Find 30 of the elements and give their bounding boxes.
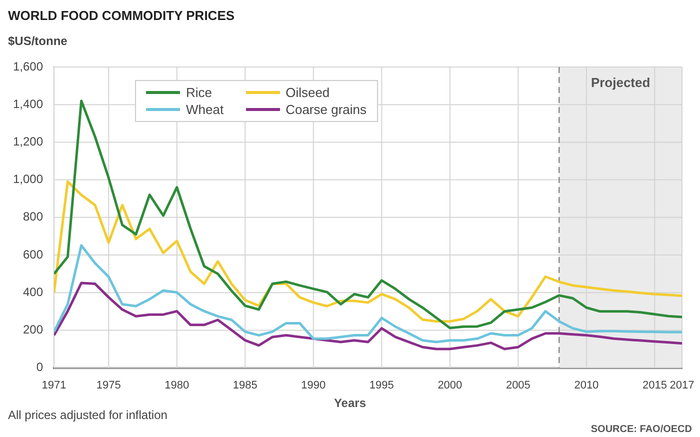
x-tick-label: 2015 (642, 379, 667, 392)
text: All prices adjusted for inflation (8, 408, 168, 422)
chart-title: WORLD FOOD COMMODITY PRICES (8, 8, 235, 23)
y-tick-label: 400 (23, 284, 44, 299)
y-tick-label: 600 (23, 247, 44, 262)
y-tick-label: 1,000 (13, 172, 44, 186)
x-tick-label: 1975 (96, 379, 121, 392)
x-tick-label: 1980 (164, 379, 190, 392)
x-tick-label: 2017 (670, 379, 694, 392)
y-axis-title: $US/tonne (8, 34, 68, 48)
x-tick-label: 1990 (301, 379, 326, 392)
y-tick-label: 200 (23, 322, 44, 337)
x-tick-label: 2005 (506, 379, 530, 392)
x-tick-label: 2010 (574, 379, 599, 392)
y-tick-label: 800 (23, 210, 44, 224)
legend-label: Oilseed (286, 85, 330, 100)
y-tick-label: 1,400 (13, 96, 44, 111)
source-note: SOURCE: FAO/OECD (590, 424, 692, 435)
x-tick-label: 1995 (369, 379, 394, 392)
x-tick-label: 2000 (438, 379, 462, 392)
x-tick-label: 1985 (232, 379, 258, 392)
band-label: Projected (590, 75, 650, 90)
y-tick-label: 0 (36, 360, 44, 374)
y-tick-label: 1,600 (13, 59, 44, 74)
legend-label: Rice (186, 85, 212, 100)
x-tick-label: 1971 (42, 379, 66, 392)
x-axis-title: Years (334, 396, 366, 410)
legend-label: Coarse grains (286, 102, 367, 117)
y-tick-label: 1,200 (13, 134, 44, 149)
legend-label: Wheat (186, 102, 224, 117)
